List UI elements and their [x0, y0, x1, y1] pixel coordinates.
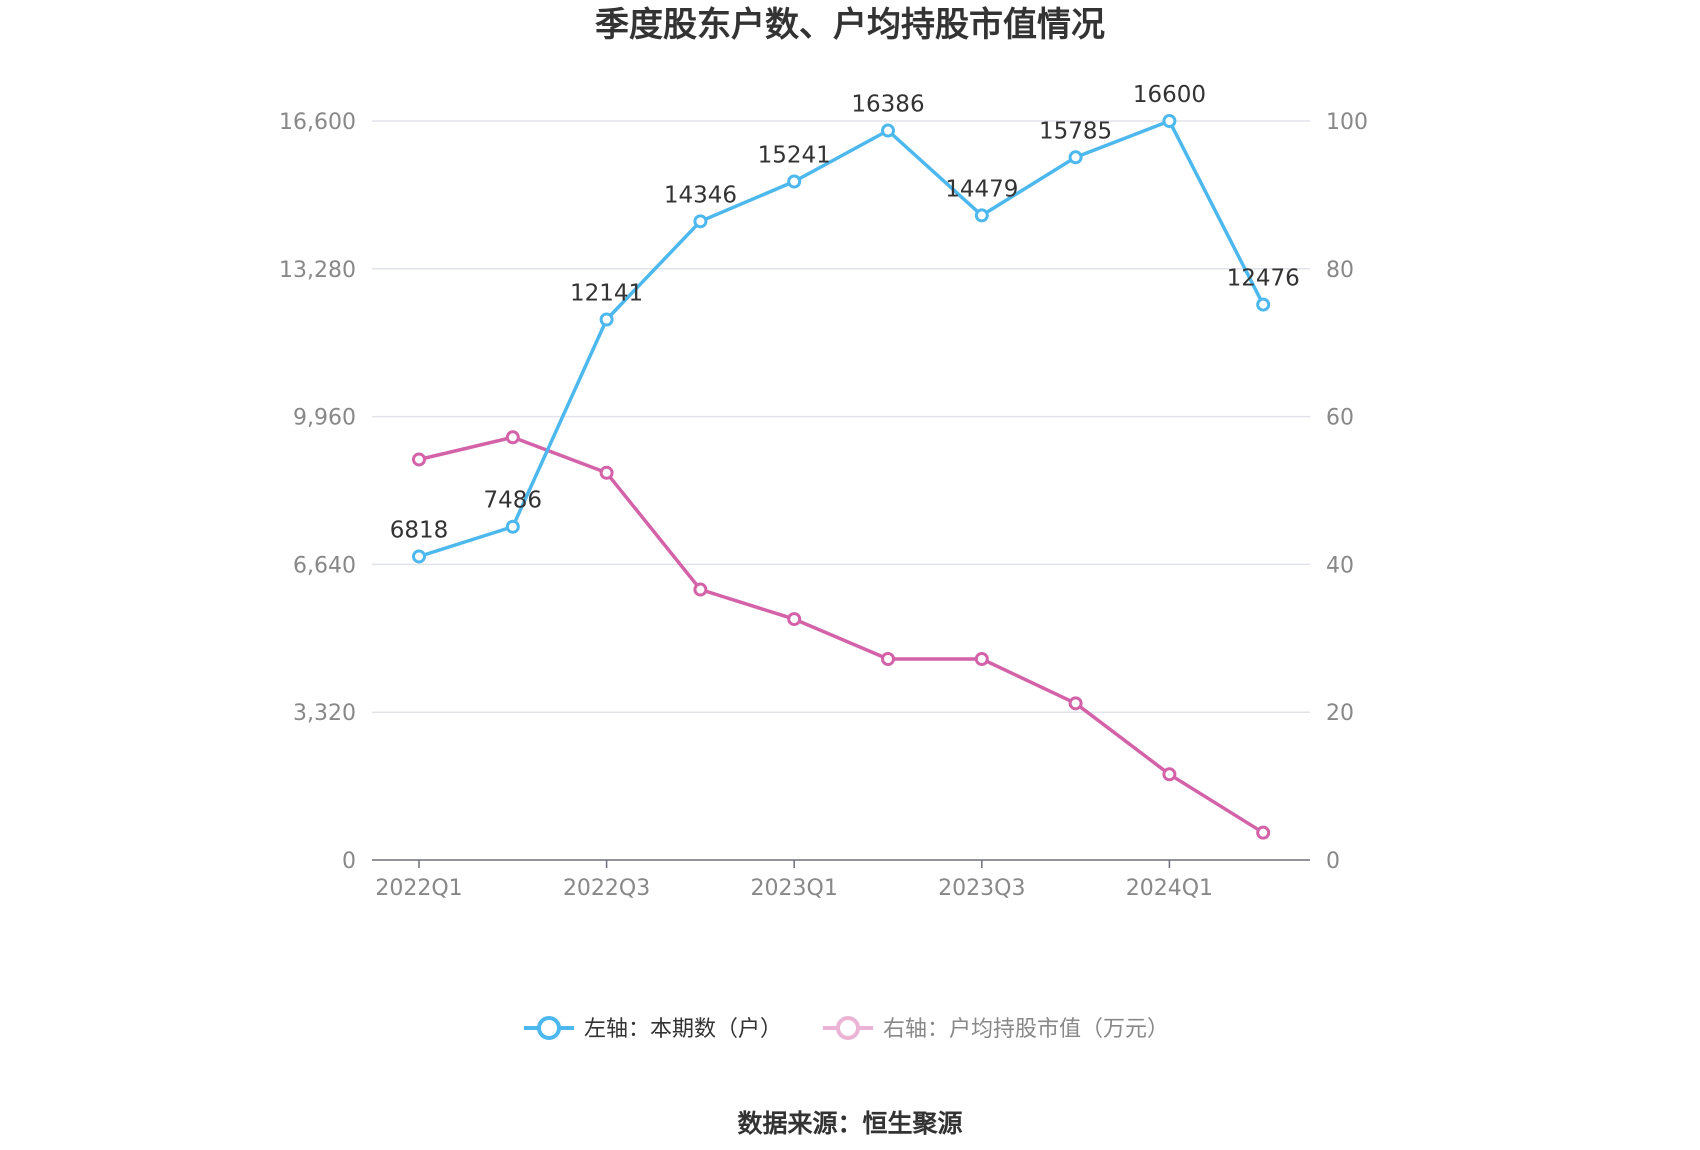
data-point[interactable] — [881, 651, 895, 666]
y-right-tick-label: 0 — [1326, 849, 1340, 874]
data-point[interactable] — [505, 430, 520, 445]
data-label: 7486 — [484, 488, 543, 514]
legend-marker — [836, 1016, 860, 1040]
data-point[interactable] — [787, 612, 802, 627]
source-note: 数据来源：恒生聚源 — [737, 1109, 962, 1138]
data-point[interactable] — [412, 549, 426, 564]
data-point[interactable] — [1068, 696, 1083, 711]
data-label: 12141 — [570, 281, 643, 307]
legend-item[interactable]: 右轴：户均持股市值（万元） — [823, 1016, 1169, 1042]
data-point[interactable] — [599, 465, 614, 480]
legend-marker — [537, 1016, 561, 1040]
data-point[interactable] — [974, 651, 989, 666]
data-label: 6818 — [390, 517, 449, 543]
legend[interactable]: 左轴：本期数（户） 右轴：户均持股市值（万元） — [524, 1016, 1169, 1042]
data-label: 14479 — [945, 176, 1018, 202]
y-left-tick-label: 16,600 — [279, 110, 356, 135]
data-label: 16600 — [1133, 82, 1206, 108]
data-point[interactable] — [881, 123, 895, 138]
series: 6818 7486 12141 14346 15241 16386 14479 15785 16… — [390, 82, 1300, 840]
data-point[interactable] — [1162, 767, 1177, 782]
legend-label: 左轴：本期数（户） — [584, 1017, 782, 1042]
data-point[interactable] — [693, 582, 708, 597]
y-right-tick-label: 20 — [1326, 701, 1354, 726]
x-tick-label: 2023Q3 — [938, 876, 1025, 901]
x-tick-label: 2022Q1 — [375, 876, 462, 901]
y-left-tick-label: 3,320 — [293, 701, 356, 726]
data-label: 15241 — [758, 143, 831, 169]
data-label: 15785 — [1039, 118, 1112, 144]
y-right-tick-label: 80 — [1326, 258, 1354, 283]
grid — [372, 120, 1310, 713]
chart-title: 季度股东户数、户均持股市值情况 — [595, 5, 1105, 45]
series-line — [418, 435, 1265, 835]
x-tick-label: 2022Q3 — [563, 876, 650, 901]
y-left-tick-label: 9,960 — [293, 406, 356, 431]
data-label: 16386 — [851, 92, 924, 118]
y-left-tick-label: 0 — [342, 849, 356, 874]
data-point[interactable] — [505, 519, 520, 534]
y-right-tick-label: 100 — [1326, 110, 1368, 135]
legend-label: 右轴：户均持股市值（万元） — [883, 1017, 1169, 1042]
data-point[interactable] — [1162, 114, 1177, 128]
data-point[interactable] — [599, 312, 614, 327]
data-label: 12476 — [1227, 266, 1300, 292]
x-tick-label: 2024Q1 — [1126, 876, 1213, 901]
y-right-tick-label: 40 — [1326, 553, 1354, 578]
legend-item[interactable]: 左轴：本期数（户） — [524, 1016, 782, 1042]
data-point[interactable] — [1256, 825, 1271, 840]
series-line — [418, 119, 1265, 559]
data-label: 14346 — [664, 182, 737, 208]
data-point[interactable] — [693, 214, 708, 229]
y-left-tick-label: 6,640 — [293, 553, 356, 578]
axes: 0 3,320 6,640 9,960 13,280 16,600 0 20 40 60 80 100… — [279, 110, 1368, 901]
data-point[interactable] — [974, 208, 989, 223]
y-right-tick-label: 60 — [1326, 406, 1354, 431]
x-tick-label: 2023Q1 — [751, 876, 838, 901]
data-point[interactable] — [1256, 297, 1271, 312]
data-point[interactable] — [787, 174, 802, 189]
data-point[interactable] — [412, 452, 426, 467]
y-left-tick-label: 13,280 — [279, 258, 356, 283]
data-point[interactable] — [1068, 150, 1083, 165]
